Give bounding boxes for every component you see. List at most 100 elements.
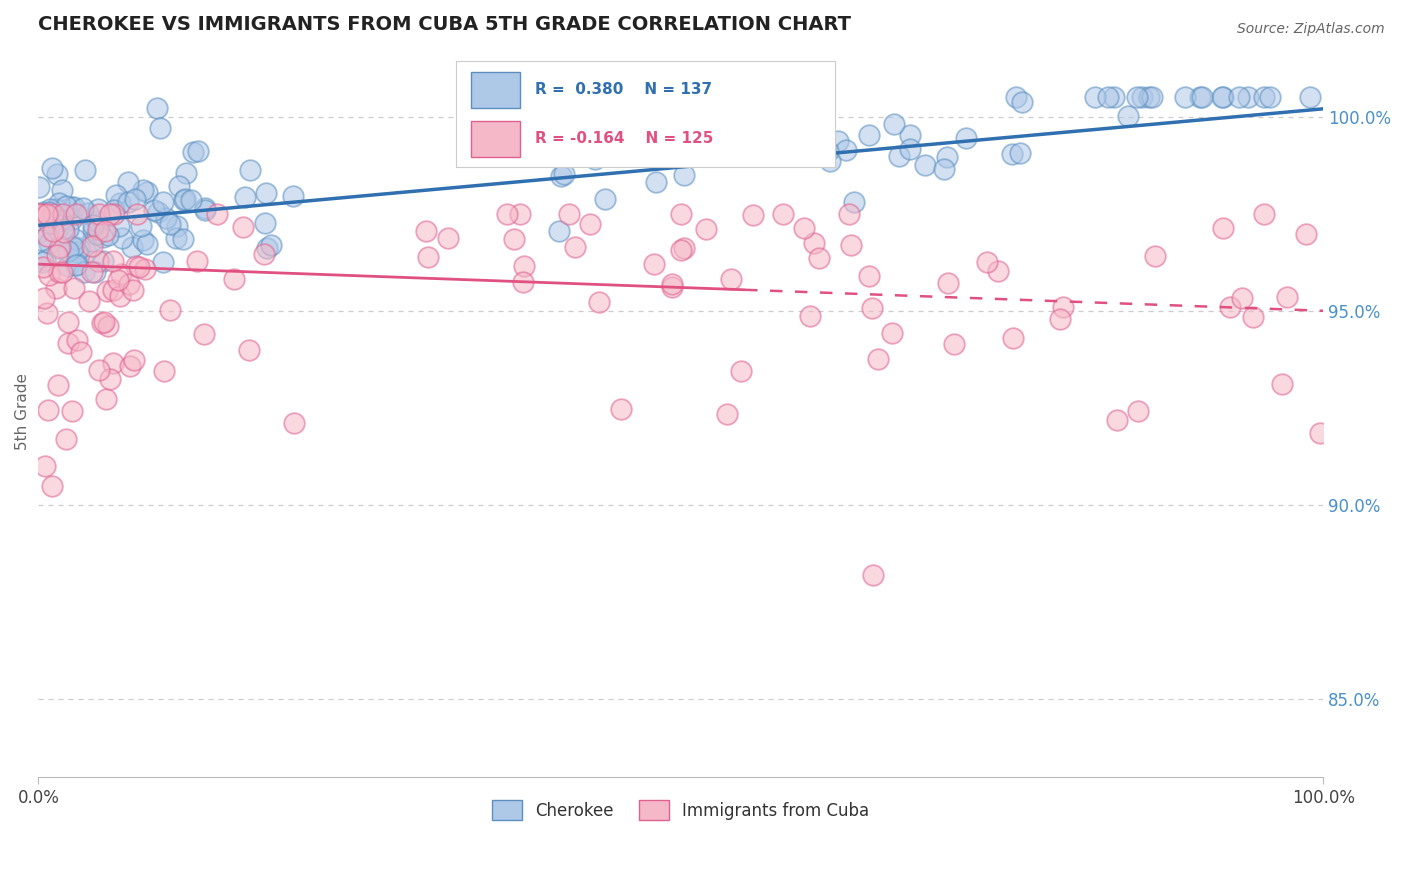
Point [1271, 376, 1294, 391]
Point [1097, 90, 1119, 104]
Point [63, 280, 86, 294]
Point [1241, 310, 1264, 324]
Point [1212, 221, 1234, 235]
Point [121, 240, 143, 254]
Point [97, 228, 120, 243]
Point [772, 207, 794, 221]
Point [193, 327, 215, 342]
Point [45, 281, 67, 295]
Point [55, 199, 77, 213]
Point [173, 194, 195, 208]
Point [1191, 90, 1213, 104]
Point [37, 402, 59, 417]
Point [799, 309, 821, 323]
Point [129, 219, 152, 233]
Point [839, 237, 862, 252]
Point [46, 167, 69, 181]
Point [91, 230, 114, 244]
Point [1230, 291, 1253, 305]
Point [174, 166, 197, 180]
Point [1001, 147, 1024, 161]
Point [82, 235, 104, 249]
Point [673, 168, 696, 182]
Point [672, 241, 695, 255]
Point [101, 356, 124, 370]
Point [1008, 146, 1031, 161]
Point [45, 222, 67, 236]
Point [108, 288, 131, 302]
Point [669, 207, 692, 221]
Point [46, 377, 69, 392]
Point [89, 363, 111, 377]
Point [96, 392, 118, 406]
Point [134, 261, 156, 276]
Point [1130, 90, 1153, 104]
Point [45, 202, 67, 216]
Point [707, 142, 730, 156]
Point [93, 224, 115, 238]
Point [80, 265, 103, 279]
Point [86, 214, 108, 228]
Point [669, 243, 692, 257]
Point [512, 275, 534, 289]
Point [32, 205, 55, 219]
Point [1258, 90, 1281, 104]
Point [155, 211, 177, 225]
Point [48, 241, 70, 255]
Point [595, 192, 617, 206]
Point [136, 185, 159, 199]
Point [557, 207, 579, 221]
Point [75, 245, 97, 260]
Point [58, 244, 80, 259]
Point [52, 222, 75, 236]
Point [588, 294, 610, 309]
Point [1049, 312, 1071, 326]
Point [51, 183, 73, 197]
Point [1001, 331, 1024, 345]
Point [146, 101, 169, 115]
Point [34, 253, 56, 268]
Point [105, 188, 128, 202]
Point [124, 259, 146, 273]
Point [82, 238, 104, 252]
Point [103, 283, 125, 297]
Point [181, 145, 204, 160]
Point [553, 167, 575, 181]
Point [148, 204, 170, 219]
Point [860, 301, 883, 315]
Point [111, 230, 134, 244]
Point [152, 255, 174, 269]
Point [564, 240, 586, 254]
Point [1116, 109, 1139, 123]
Point [610, 402, 633, 417]
Point [502, 232, 524, 246]
Point [120, 359, 142, 373]
Point [77, 293, 100, 308]
Point [66, 333, 89, 347]
Point [1236, 90, 1258, 104]
Point [28, 207, 51, 221]
Point [38, 236, 60, 251]
Point [842, 195, 865, 210]
Point [97, 318, 120, 333]
Point [55, 432, 77, 446]
Point [1299, 90, 1322, 104]
Point [72, 201, 94, 215]
Point [127, 207, 149, 221]
Point [101, 254, 124, 268]
Point [60, 200, 83, 214]
Point [124, 192, 146, 206]
Point [1211, 90, 1233, 104]
Point [579, 217, 602, 231]
Point [437, 231, 460, 245]
Point [835, 143, 858, 157]
Point [56, 315, 79, 329]
Point [550, 169, 572, 183]
Point [942, 337, 965, 351]
Point [1309, 425, 1331, 440]
Point [100, 207, 122, 221]
Point [936, 277, 959, 291]
Point [583, 153, 606, 167]
Point [1137, 90, 1160, 104]
Point [118, 277, 141, 292]
